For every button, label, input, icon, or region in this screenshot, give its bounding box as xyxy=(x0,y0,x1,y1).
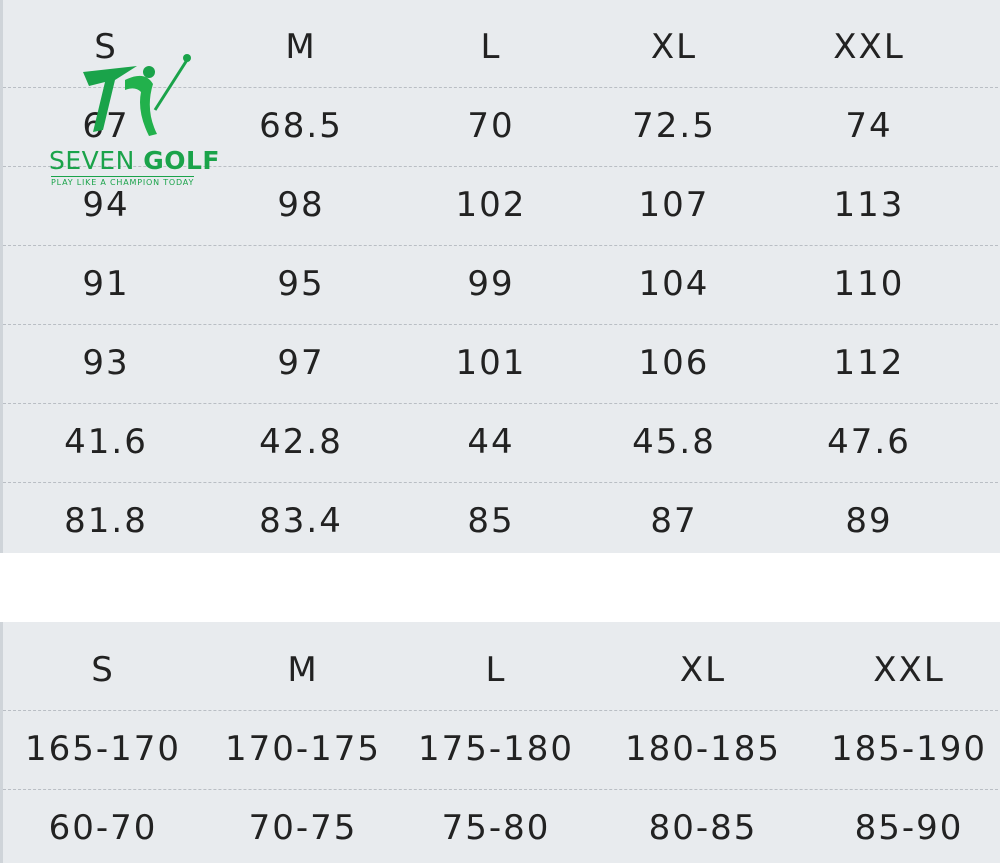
cell: 98 xyxy=(277,185,325,225)
cell: 107 xyxy=(638,185,710,225)
logo-mark xyxy=(83,54,191,136)
cell: 44 xyxy=(467,422,515,462)
header-cell: S xyxy=(91,650,115,690)
cell: 83.4 xyxy=(259,501,343,541)
cell: 41.6 xyxy=(64,422,148,462)
cell: 81.8 xyxy=(64,501,148,541)
cell: 110 xyxy=(833,264,905,304)
cell: 185-190 xyxy=(830,729,988,769)
cell: 70-75 xyxy=(248,808,358,848)
tagline: PLAY LIKE A CHAMPION TODAY xyxy=(51,176,195,187)
cell: 97 xyxy=(277,343,325,383)
cell: 104 xyxy=(638,264,710,304)
cell: 94 xyxy=(82,185,130,225)
cell: 70 xyxy=(467,106,515,146)
header-cell: M xyxy=(287,650,319,690)
cell: 170-175 xyxy=(224,729,382,769)
cell: 93 xyxy=(82,343,130,383)
cell: 87 xyxy=(650,501,698,541)
cell: 74 xyxy=(845,106,893,146)
row-divider xyxy=(3,86,1000,88)
header-cell: L xyxy=(485,650,507,690)
cell: 75-80 xyxy=(441,808,551,848)
header-cell: L xyxy=(480,27,502,67)
cell: 101 xyxy=(455,343,527,383)
cell: 85 xyxy=(467,501,515,541)
header-cell: XXL xyxy=(873,650,945,690)
cell: 42.8 xyxy=(259,422,343,462)
row-divider xyxy=(3,788,1000,790)
header-cell: S xyxy=(94,27,118,67)
row-divider xyxy=(3,402,1000,404)
row-divider xyxy=(3,165,1000,167)
cell: 60-70 xyxy=(48,808,158,848)
size-table: S M L XL XXL 165-170 170-175 175-180 180-185 185-… xyxy=(0,622,1000,863)
cell: 91 xyxy=(82,264,130,304)
header-cell: XL xyxy=(650,27,698,67)
cell: 180-185 xyxy=(624,729,782,769)
cell: 106 xyxy=(638,343,710,383)
cell: 68.5 xyxy=(259,106,343,146)
row-divider xyxy=(3,323,1000,325)
header-cell: XL xyxy=(679,650,727,690)
cell: 72.5 xyxy=(632,106,716,146)
cell: 102 xyxy=(455,185,527,225)
row-divider xyxy=(3,481,1000,483)
cell: 165-170 xyxy=(24,729,182,769)
cell: 95 xyxy=(277,264,325,304)
cell: 45.8 xyxy=(632,422,716,462)
cell: 47.6 xyxy=(827,422,911,462)
header-cell: XXL xyxy=(833,27,905,67)
brand: SEVEN GOLF xyxy=(49,146,220,175)
cell: 80-85 xyxy=(648,808,758,848)
row-divider xyxy=(3,709,1000,711)
cell: 113 xyxy=(833,185,905,225)
header-cell: M xyxy=(285,27,317,67)
cell: 175-180 xyxy=(417,729,575,769)
row-divider xyxy=(3,244,1000,246)
cell: 112 xyxy=(833,343,905,383)
logo: SEVEN GOLF PLAY LIKE A CHAMPION TODAY xyxy=(45,50,225,190)
cell: 99 xyxy=(467,264,515,304)
cell: 89 xyxy=(845,501,893,541)
cell: 85-90 xyxy=(854,808,964,848)
